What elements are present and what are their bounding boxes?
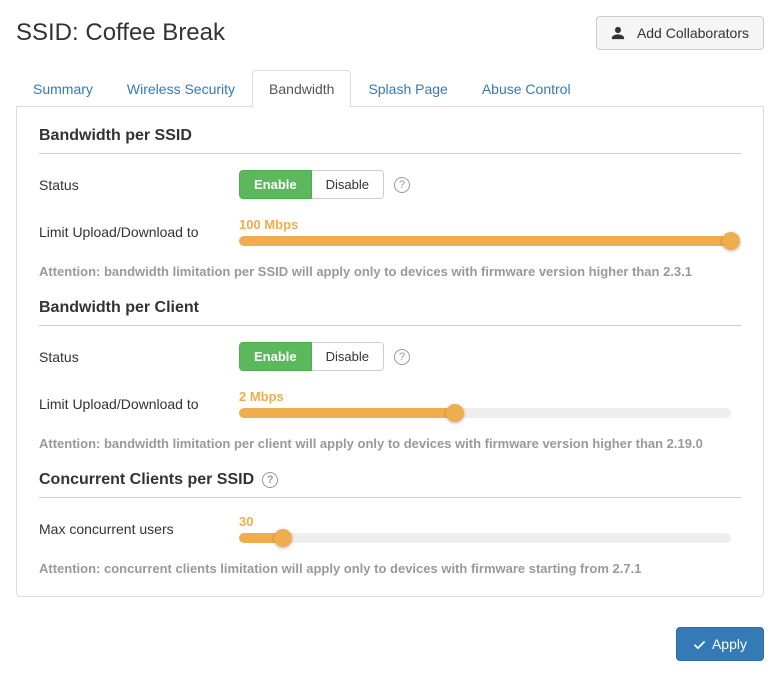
limit-value-client: 2 Mbps [239, 389, 731, 404]
tab-summary[interactable]: Summary [16, 70, 110, 107]
limit-value-ssid: 100 Mbps [239, 217, 731, 232]
add-collaborators-button[interactable]: Add Collaborators [596, 16, 764, 50]
status-toggle-ssid[interactable]: Enable Disable [239, 170, 384, 199]
check-icon [693, 638, 706, 651]
max-users-label: Max concurrent users [39, 521, 239, 537]
slider-thumb[interactable] [722, 232, 740, 250]
limit-label-ssid: Limit Upload/Download to [39, 224, 239, 240]
disable-button-ssid[interactable]: Disable [312, 170, 384, 199]
limit-slider-client[interactable] [239, 408, 731, 418]
section-title-concurrent: Concurrent Clients per SSID ? [39, 471, 741, 498]
page-title: SSID: Coffee Break [16, 19, 225, 47]
disable-button-client[interactable]: Disable [312, 342, 384, 371]
status-label-ssid: Status [39, 177, 239, 193]
section-title-bw-ssid: Bandwidth per SSID [39, 127, 741, 154]
max-users-value: 30 [239, 514, 731, 529]
slider-thumb[interactable] [446, 404, 464, 422]
status-toggle-client[interactable]: Enable Disable [239, 342, 384, 371]
max-users-slider[interactable] [239, 533, 731, 543]
enable-button-ssid[interactable]: Enable [239, 170, 312, 199]
tabs: Summary Wireless Security Bandwidth Spla… [16, 70, 764, 107]
help-icon[interactable]: ? [262, 472, 278, 488]
bandwidth-panel: Bandwidth per SSID Status Enable Disable… [16, 107, 764, 597]
tab-splash-page[interactable]: Splash Page [351, 70, 464, 107]
limit-label-client: Limit Upload/Download to [39, 396, 239, 412]
person-icon [611, 26, 625, 40]
note-bw-ssid: Attention: bandwidth limitation per SSID… [39, 264, 741, 279]
apply-button[interactable]: Apply [676, 627, 764, 661]
tab-wireless-security[interactable]: Wireless Security [110, 70, 252, 107]
help-icon[interactable]: ? [394, 349, 410, 365]
note-bw-client: Attention: bandwidth limitation per clie… [39, 436, 741, 451]
slider-thumb[interactable] [274, 529, 292, 547]
tab-abuse-control[interactable]: Abuse Control [465, 70, 588, 107]
status-label-client: Status [39, 349, 239, 365]
help-icon[interactable]: ? [394, 177, 410, 193]
limit-slider-ssid[interactable] [239, 236, 731, 246]
note-concurrent: Attention: concurrent clients limitation… [39, 561, 741, 576]
enable-button-client[interactable]: Enable [239, 342, 312, 371]
tab-bandwidth[interactable]: Bandwidth [252, 70, 351, 107]
section-title-bw-client: Bandwidth per Client [39, 299, 741, 326]
